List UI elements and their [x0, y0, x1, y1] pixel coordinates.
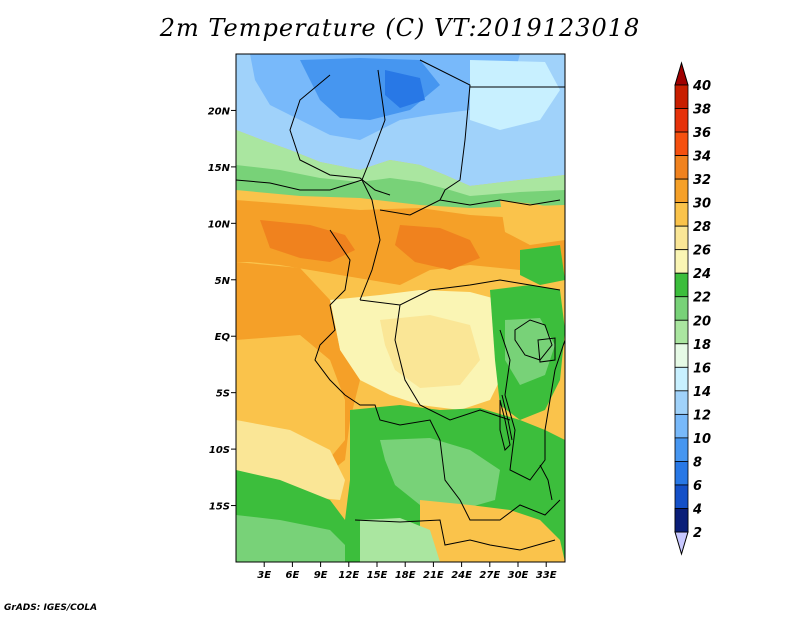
- colorbar-label: 6: [693, 479, 702, 494]
- y-axis-ticks: 20N 15N 10N 5N EQ 5S 10S 15S: [208, 106, 236, 513]
- x-tick-label: 33E: [536, 570, 557, 581]
- colorbar-label: 14: [693, 385, 711, 400]
- x-axis-ticks: 3E 6E 9E 12E 15E 18E 21E 24E 27E 30E 33E: [257, 562, 557, 581]
- colorbar-swatch: [674, 84, 689, 109]
- colorbar-label: 28: [693, 220, 711, 235]
- colorbar-swatch: [674, 461, 689, 486]
- x-tick-label: 27E: [479, 570, 500, 581]
- colorbar-label: 8: [693, 455, 702, 470]
- colorbar-label: 26: [693, 244, 711, 259]
- colorbar-swatch: [674, 108, 689, 133]
- y-tick-label: 20N: [208, 106, 231, 117]
- colorbar-label: 4: [692, 502, 702, 517]
- y-tick-label: 15N: [208, 163, 231, 174]
- x-tick-label: 15E: [367, 570, 388, 581]
- colorbar-label: 36: [693, 126, 711, 141]
- y-tick-label: 15S: [209, 502, 230, 513]
- colorbar-label: 20: [693, 314, 711, 329]
- colorbar-swatch: [674, 508, 689, 533]
- x-tick-label: 6E: [286, 570, 300, 581]
- colorbar-label: 24: [693, 267, 711, 282]
- map-frame: [235, 53, 566, 563]
- colorbar-swatch: [674, 202, 689, 227]
- lake-outlines: [499, 337, 556, 451]
- chart-title: 2m Temperature (C) VT:2019123018: [159, 14, 641, 42]
- colorbar-swatch: [674, 343, 689, 368]
- colorbar-label: 2: [693, 526, 702, 541]
- colorbar-bottom-arrow: [674, 531, 689, 556]
- x-tick-label: 21E: [423, 570, 444, 581]
- colorbar-swatch: [674, 155, 689, 180]
- colorbar-swatch: [674, 319, 689, 345]
- colorbar: 40 38 36 34 32 30 28 26 24 22 20 18 16 14 12 10 8 6 4 2: [674, 61, 711, 556]
- political-borders: [236, 54, 565, 551]
- colorbar-swatch: [674, 413, 689, 439]
- colorbar-label: 40: [692, 79, 711, 94]
- colorbar-label: 16: [693, 361, 711, 376]
- colorbar-label: 30: [693, 197, 711, 212]
- temperature-field: [236, 54, 565, 562]
- colorbar-label: 34: [693, 150, 711, 165]
- y-tick-label: 10N: [208, 219, 231, 230]
- grads-credit: GrADS: IGES/COLA: [4, 603, 98, 613]
- colorbar-swatch: [674, 249, 689, 274]
- colorbar-swatch: [674, 272, 689, 298]
- colorbar-label: 12: [693, 408, 711, 423]
- colorbar-top-arrow: [674, 61, 689, 86]
- x-tick-label: 9E: [314, 570, 328, 581]
- x-tick-label: 18E: [395, 570, 416, 581]
- y-tick-label: 5N: [215, 276, 231, 287]
- colorbar-swatch: [674, 225, 689, 251]
- colorbar-swatch: [674, 390, 689, 415]
- colorbar-swatch: [674, 437, 689, 462]
- colorbar-swatch: [674, 178, 689, 204]
- y-tick-label: EQ: [215, 332, 231, 343]
- y-tick-label: 5S: [216, 389, 230, 400]
- x-tick-label: 24E: [451, 570, 472, 581]
- colorbar-swatch: [674, 296, 689, 321]
- colorbar-swatch: [674, 131, 689, 156]
- colorbar-swatch: [674, 484, 689, 509]
- colorbar-label: 10: [693, 432, 711, 447]
- colorbar-swatch: [674, 366, 689, 392]
- x-tick-label: 3E: [257, 570, 271, 581]
- y-tick-label: 10S: [209, 445, 230, 456]
- colorbar-label: 18: [693, 338, 711, 353]
- colorbar-label: 32: [693, 173, 711, 188]
- x-tick-label: 30E: [508, 570, 529, 581]
- colorbar-label: 22: [693, 291, 711, 306]
- x-tick-label: 12E: [338, 570, 359, 581]
- colorbar-label: 38: [693, 103, 711, 118]
